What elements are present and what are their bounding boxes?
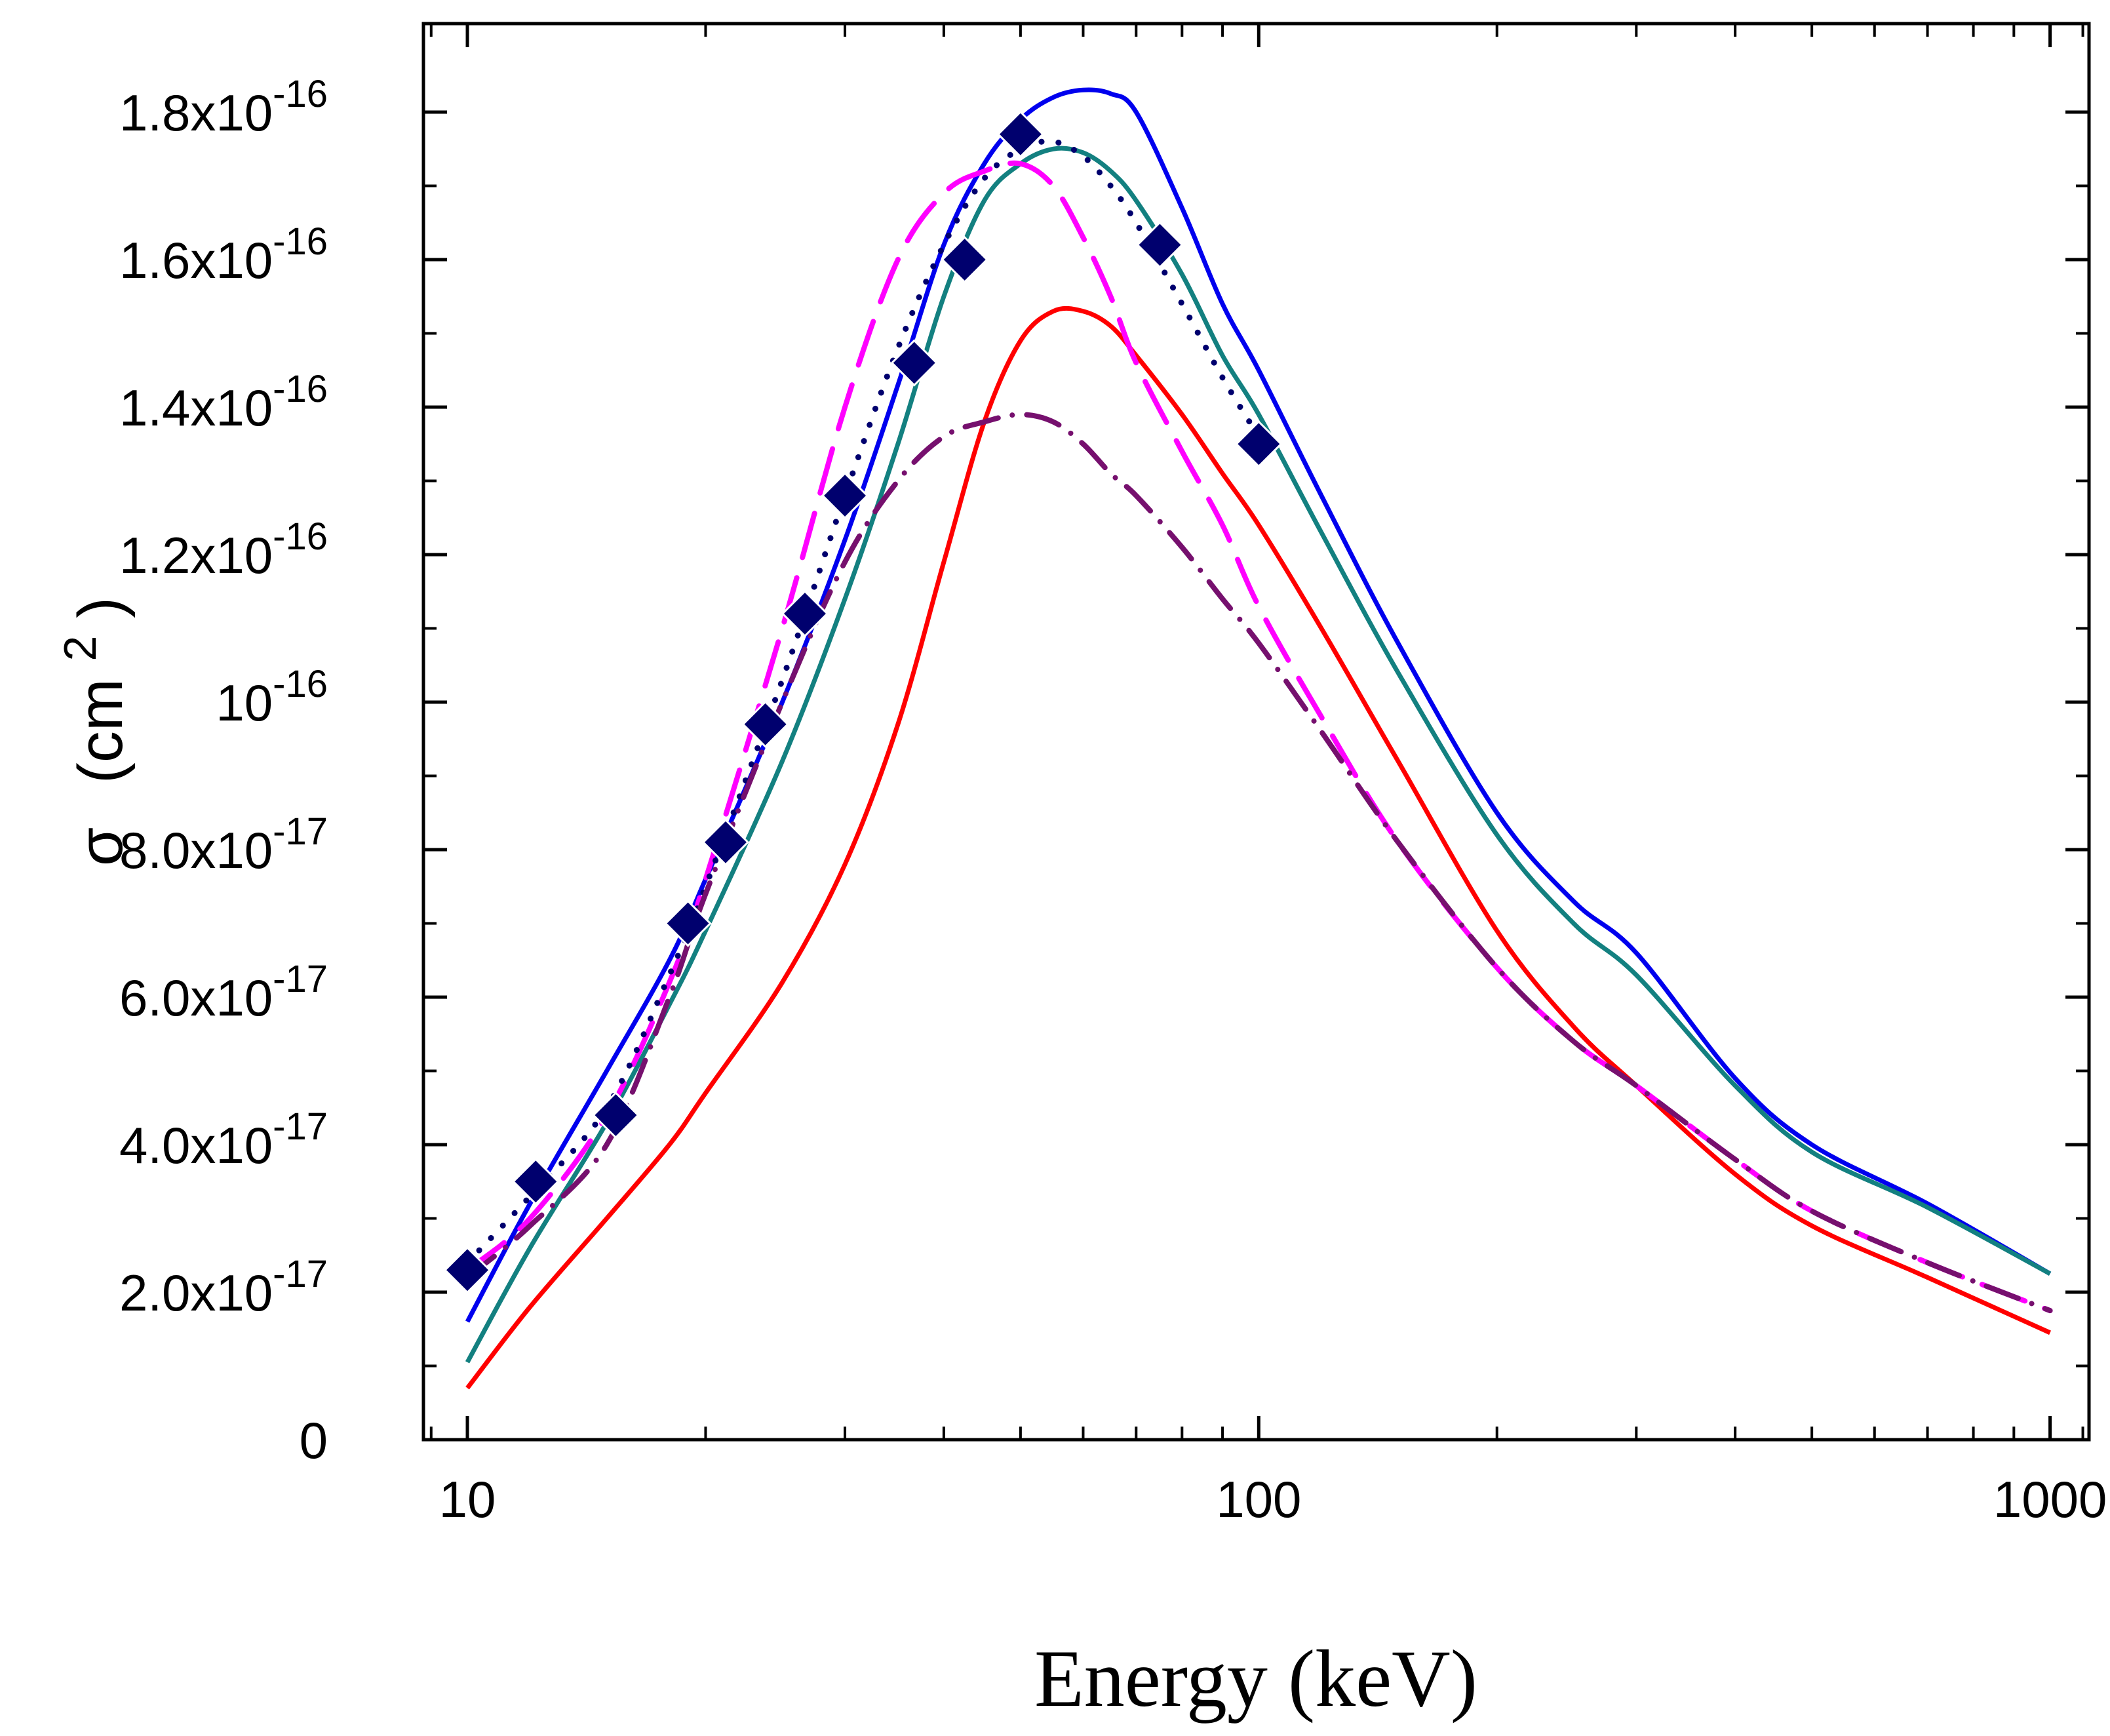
y-tick-label: 0 <box>300 1411 328 1469</box>
y-tick-label: 1.2x10-16 <box>119 515 328 584</box>
y-tick-label: 6.0x10-17 <box>119 958 328 1027</box>
series-line-dashdot-5 <box>465 412 2053 1314</box>
labels-layer: Energy (keV) σ (cm 2 ) <box>39 597 1477 1724</box>
y-tick-label: 4.0x10-17 <box>119 1105 328 1174</box>
y-tick-exponent: -17 <box>273 810 328 853</box>
y-tick-exponent: -16 <box>273 368 328 410</box>
y-tick-mantissa: 4.0x10 <box>119 1116 273 1174</box>
x-axis-label: Energy (keV) <box>1034 1634 1477 1724</box>
y-tick-mantissa: 10 <box>216 674 273 732</box>
y-tick-mantissa: 2.0x10 <box>119 1264 273 1322</box>
data-point-diamond <box>592 1091 640 1139</box>
data-point-diamond <box>996 110 1044 158</box>
data-point-diamond <box>781 589 829 638</box>
y-tick-mantissa: 1.2x10 <box>119 526 273 584</box>
y-tick-exponent: -16 <box>273 73 328 115</box>
series-line-dotted-4 <box>464 138 1262 1266</box>
y-tick-exponent: -17 <box>273 1105 328 1148</box>
y-axis-label-close: ) <box>66 597 136 618</box>
series-layer <box>443 87 2053 1390</box>
series-line-dashed-3 <box>465 160 2053 1314</box>
data-point-diamond <box>512 1158 560 1206</box>
data-point-diamond <box>821 471 869 520</box>
y-axis-label-unit: (cm <box>66 679 136 783</box>
data-point-diamond <box>941 235 988 284</box>
x-tick-label: 10 <box>439 1470 496 1528</box>
y-tick-label: 1.8x10-16 <box>119 73 328 142</box>
data-point-diamond <box>1136 221 1184 269</box>
y-tick-exponent: -16 <box>273 220 328 263</box>
series-line-solid-1 <box>465 146 2052 1364</box>
y-tick-exponent: -17 <box>273 1253 328 1295</box>
y-tick-mantissa: 8.0x10 <box>119 821 273 879</box>
y-axis-label-power: 2 <box>54 636 106 661</box>
data-point-diamond <box>664 899 712 947</box>
y-tick-mantissa: 1.4x10 <box>119 379 273 437</box>
data-point-diamond <box>741 700 789 748</box>
x-tick-label: 100 <box>1216 1470 1301 1528</box>
data-point-diamond <box>1235 420 1283 468</box>
y-tick-label: 1.4x10-16 <box>119 368 328 437</box>
x-tick-label: 1000 <box>1993 1470 2107 1528</box>
data-point-diamond <box>890 339 938 387</box>
y-tick-mantissa: 0 <box>300 1411 328 1469</box>
y-tick-label: 10-16 <box>216 663 328 732</box>
ticks-layer: 10 100 100002.0x10-174.0x10-176.0x10-178.0… <box>119 24 2107 1528</box>
y-axis-label: σ (cm 2 ) <box>39 597 136 866</box>
series-line-solid-0 <box>465 87 2052 1323</box>
y-axis-label-symbol: σ <box>66 827 136 866</box>
y-tick-label: 8.0x10-17 <box>119 810 328 879</box>
y-tick-label: 2.0x10-17 <box>119 1253 328 1322</box>
y-tick-mantissa: 1.8x10 <box>119 84 273 142</box>
series-line-solid-2 <box>465 306 2052 1390</box>
y-tick-label: 1.6x10-16 <box>119 220 328 289</box>
y-tick-exponent: -16 <box>273 663 328 705</box>
y-tick-mantissa: 1.6x10 <box>119 231 273 289</box>
y-tick-exponent: -17 <box>273 958 328 1000</box>
data-point-diamond <box>701 818 750 866</box>
y-tick-mantissa: 6.0x10 <box>119 969 273 1027</box>
data-point-diamond <box>443 1246 492 1294</box>
y-tick-exponent: -16 <box>273 515 328 558</box>
plot-frame <box>421 22 2091 1442</box>
